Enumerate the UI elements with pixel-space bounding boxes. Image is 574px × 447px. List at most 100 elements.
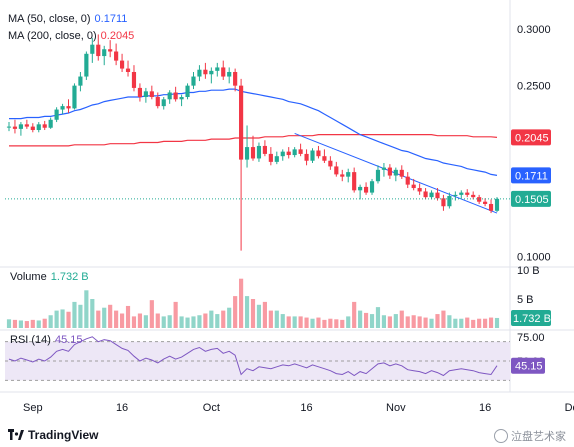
volume-bar [280,314,285,328]
candle-body [108,49,113,52]
ma50-legend-label: MA (50, close, 0) [8,13,91,25]
candle-body [114,51,119,61]
volume-bar [316,317,321,328]
volume-bar [155,313,160,328]
candle-body [322,156,327,161]
volume-bar [72,301,77,328]
candle-body [167,92,172,100]
candle-body [435,192,440,199]
candle-body [274,156,279,162]
price-tag [511,129,551,146]
price-tag-label: 0.1505 [515,194,549,206]
rsi-line [8,336,498,377]
volume-bar [239,278,244,328]
volume-bar [36,320,41,328]
candle-body [393,169,398,176]
volume-bar [179,316,184,328]
candle-body [459,192,464,195]
volume-bar [215,314,220,328]
candle-body [203,69,208,75]
volume-bar [96,310,101,328]
volume-bar [381,315,387,328]
volume-tag-label: 1.732 B [513,313,551,325]
rsi-legend[interactable]: RSI (14) 45.15 [10,334,83,346]
candle-body [191,76,196,86]
candle-body [173,92,178,100]
candle-body [185,85,190,98]
ma200-legend[interactable]: MA (200, close, 0) 0.2045 [8,30,134,42]
candle-body [48,119,53,128]
candle-body [72,85,77,109]
candle-body [119,60,125,69]
x-tick-label: Dec [565,402,574,414]
volume-bar [411,315,416,328]
ma200-legend-label: MA (200, close, 0) [8,30,97,42]
rsi-legend-label: RSI (14) [10,334,51,346]
volume-bar [42,318,47,328]
volume-bar [363,312,369,328]
candle-body [155,97,160,107]
candle-body [102,49,107,57]
candle-body [423,191,428,198]
volume-bar [286,316,291,328]
rsi-tag [511,357,545,374]
volume-bar [429,318,434,328]
volume-bar [173,301,178,328]
candle-body [304,153,309,161]
volume-bar [328,318,333,328]
candle-body [233,71,238,86]
volume-bar [292,316,297,328]
volume-bar [227,307,232,328]
candle-body [483,201,488,204]
volume-bar [125,305,131,328]
volume-bar [250,299,256,328]
volume-bar [494,317,500,328]
ma50-line [9,88,498,176]
candle-body [268,153,273,162]
volume-tick-label: 5 B [517,294,534,306]
candle-body [441,198,446,207]
volume-legend-value: 1.732 B [50,271,89,283]
volume-bar [375,307,381,328]
candle-body [471,194,476,198]
candle-body [286,151,291,156]
volume-legend[interactable]: Volume 1.732 B [10,271,89,283]
volume-bar [30,319,35,328]
watermark: 泣盘艺术家 [494,428,566,444]
candle-body [12,126,18,129]
volume-bar [209,310,214,328]
volume-bar [459,318,464,328]
candle-body [179,97,184,100]
candle-body [358,186,363,191]
candle-body [239,85,244,160]
volume-bar [262,301,267,328]
candle-body [465,192,470,195]
volume-bar [256,304,262,328]
volume-bar [185,317,190,328]
volume-bar [435,314,440,328]
candle-body [447,196,452,207]
volume-bar [161,316,166,328]
price-tag-label: 0.2045 [515,132,549,144]
tradingview-logo[interactable]: TradingView [8,428,98,442]
candle-body [352,172,357,191]
tradingview-logo-icon [8,429,24,441]
candle-body [18,124,23,129]
volume-bar [149,300,154,328]
candle-body [221,67,226,77]
candle-body [346,172,351,177]
volume-bar [66,311,71,328]
candle-body [227,71,232,77]
volume-bar [393,314,398,328]
volume-bar [471,319,476,328]
volume-bar [203,313,208,328]
x-tick-label: Nov [386,402,406,414]
volume-bar [477,318,482,328]
volume-bar [48,315,53,328]
candle-body [30,126,35,131]
volume-bar [197,315,202,328]
ma50-legend[interactable]: MA (50, close, 0) 0.1711 [8,13,127,25]
candle-body [292,149,297,156]
candle-body [298,149,303,154]
